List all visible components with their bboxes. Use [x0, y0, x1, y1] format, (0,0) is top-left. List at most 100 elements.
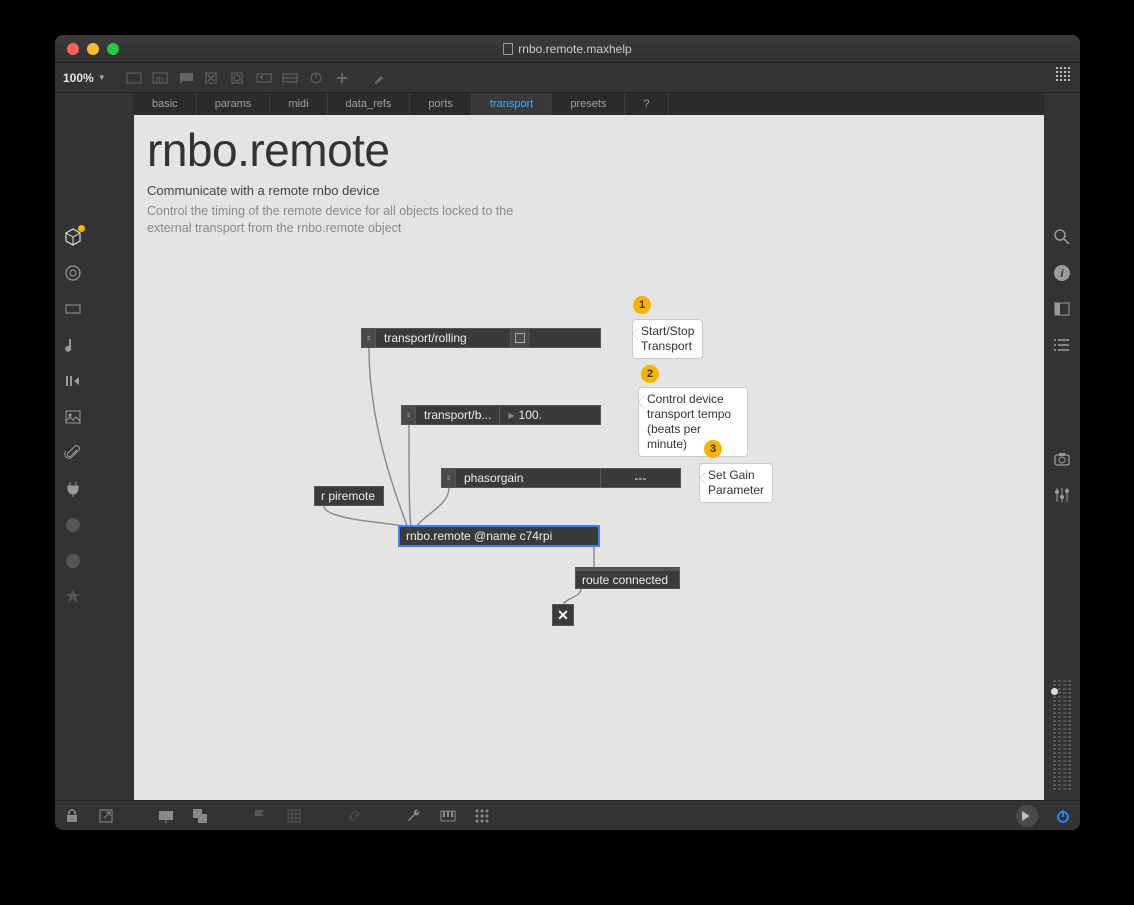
object-transport-rolling[interactable]: transport/rolling — [361, 328, 601, 348]
gridsnap-icon[interactable] — [285, 807, 303, 825]
package-icon[interactable] — [64, 228, 82, 246]
grip-icon — [402, 406, 416, 424]
slider-icon[interactable] — [280, 70, 300, 86]
object-label: route connected — [576, 573, 674, 587]
patcher-canvas[interactable]: rnbo.remote Communicate with a remote rn… — [134, 115, 1044, 800]
step-comment-1: Start/StopTransport — [632, 319, 703, 359]
object-phasorgain[interactable]: phasorgain --- — [441, 468, 681, 488]
step-badge-3: 3 — [704, 440, 722, 458]
newwindow-icon[interactable] — [97, 807, 115, 825]
tab-?[interactable]: ? — [625, 93, 668, 115]
page-description: Control the timing of the remote device … — [147, 203, 547, 237]
wrench-icon[interactable] — [405, 807, 423, 825]
close-icon[interactable] — [67, 43, 79, 55]
left-rail — [55, 93, 91, 800]
camera-icon[interactable] — [1053, 450, 1071, 468]
step-badge-2: 2 — [641, 365, 659, 383]
plug-icon[interactable] — [64, 480, 82, 498]
audio-meter — [1053, 670, 1071, 790]
step-comment-2: Control device transport tempo (beats pe… — [638, 387, 748, 457]
comment-icon[interactable] — [176, 70, 196, 86]
presentation-icon[interactable] — [157, 807, 175, 825]
note-icon[interactable] — [64, 336, 82, 354]
object-transport-tempo[interactable]: transport/b... ▶100. — [401, 405, 601, 425]
tab-ports[interactable]: ports — [410, 93, 471, 115]
toolbar-icons: m — [124, 70, 390, 86]
object-receive[interactable]: r piremote — [314, 486, 384, 506]
bottom-toolbar — [55, 800, 1080, 830]
power-icon[interactable] — [1054, 807, 1072, 825]
grip-icon — [442, 469, 456, 487]
svg-text:m: m — [156, 74, 164, 84]
flag-icon[interactable] — [251, 807, 269, 825]
grid-icon[interactable] — [1056, 67, 1072, 88]
object-route[interactable]: route connected — [575, 567, 680, 589]
dial-icon[interactable] — [306, 70, 326, 86]
panel-icon[interactable] — [64, 300, 82, 318]
list-icon[interactable] — [1053, 336, 1071, 354]
page-subtitle: Communicate with a remote rnbo device — [147, 183, 380, 198]
number-box[interactable]: --- — [600, 469, 680, 487]
piano-icon[interactable] — [439, 807, 457, 825]
tab-presets[interactable]: presets — [552, 93, 625, 115]
page-title: rnbo.remote — [147, 123, 390, 177]
attachment-icon[interactable] — [64, 444, 82, 462]
object-label: r piremote — [315, 489, 381, 503]
object-label: transport/rolling — [376, 331, 475, 345]
object-label: phasorgain — [456, 471, 531, 485]
info-icon[interactable]: i — [1053, 264, 1071, 282]
image-icon[interactable] — [64, 408, 82, 426]
chevron-down-icon: ▼ — [98, 73, 106, 82]
titlebar: rnbo.remote.maxhelp — [55, 35, 1080, 63]
object-rnbo-remote[interactable]: rnbo.remote @name c74rpi — [399, 526, 599, 546]
app-window: rnbo.remote.maxhelp 100% ▼ m — [55, 35, 1080, 830]
canvas-wrap: basicparamsmididata_refsportstransportpr… — [91, 93, 1044, 800]
zoom-icon[interactable] — [107, 43, 119, 55]
help-tabs: basicparamsmididata_refsportstransportpr… — [134, 93, 1044, 115]
beap-icon[interactable] — [64, 552, 82, 570]
sidebar-icon[interactable] — [1053, 300, 1071, 318]
target-icon[interactable] — [64, 264, 82, 282]
toggle-object[interactable]: ✕ — [552, 604, 574, 626]
step-comment-3: Set GainParameter — [699, 463, 773, 503]
vst-icon[interactable] — [64, 516, 82, 534]
window-title: rnbo.remote.maxhelp — [55, 42, 1080, 56]
traffic-lights — [67, 43, 119, 55]
number-box[interactable]: ▶100. — [499, 406, 550, 424]
matrix-icon[interactable] — [473, 807, 491, 825]
zoom-value: 100% — [63, 71, 94, 85]
tab-basic[interactable]: basic — [134, 93, 197, 115]
button-icon[interactable] — [228, 70, 248, 86]
star-icon[interactable] — [64, 588, 82, 606]
layers-icon[interactable] — [191, 807, 209, 825]
sequence-icon[interactable] — [64, 372, 82, 390]
object-label: transport/b... — [416, 408, 499, 422]
sliders-icon[interactable] — [1053, 486, 1071, 504]
window-title-text: rnbo.remote.maxhelp — [518, 42, 631, 56]
number-icon[interactable] — [254, 70, 274, 86]
tab-data_refs[interactable]: data_refs — [328, 93, 411, 115]
tab-transport[interactable]: transport — [472, 93, 552, 115]
add-icon[interactable] — [332, 70, 352, 86]
paint-icon[interactable] — [370, 70, 390, 86]
link-icon[interactable] — [345, 807, 363, 825]
zoom-display[interactable]: 100% ▼ — [63, 71, 106, 85]
play-button[interactable] — [1016, 805, 1038, 827]
new-object-icon[interactable] — [124, 70, 144, 86]
step-badge-1: 1 — [633, 296, 651, 314]
tab-params[interactable]: params — [197, 93, 271, 115]
grip-icon — [362, 329, 376, 347]
object-label: rnbo.remote @name c74rpi — [400, 529, 558, 543]
lock-icon[interactable] — [63, 807, 81, 825]
toggle-icon[interactable] — [202, 70, 222, 86]
number-value: --- — [635, 471, 647, 485]
tab-midi[interactable]: midi — [270, 93, 327, 115]
minimize-icon[interactable] — [87, 43, 99, 55]
top-toolbar: 100% ▼ m — [55, 63, 1080, 93]
search-icon[interactable] — [1053, 228, 1071, 246]
new-message-icon[interactable]: m — [150, 70, 170, 86]
document-icon — [503, 43, 513, 55]
toggle-box[interactable] — [510, 329, 530, 347]
right-rail: i — [1044, 93, 1080, 800]
body: basicparamsmididata_refsportstransportpr… — [55, 93, 1080, 800]
